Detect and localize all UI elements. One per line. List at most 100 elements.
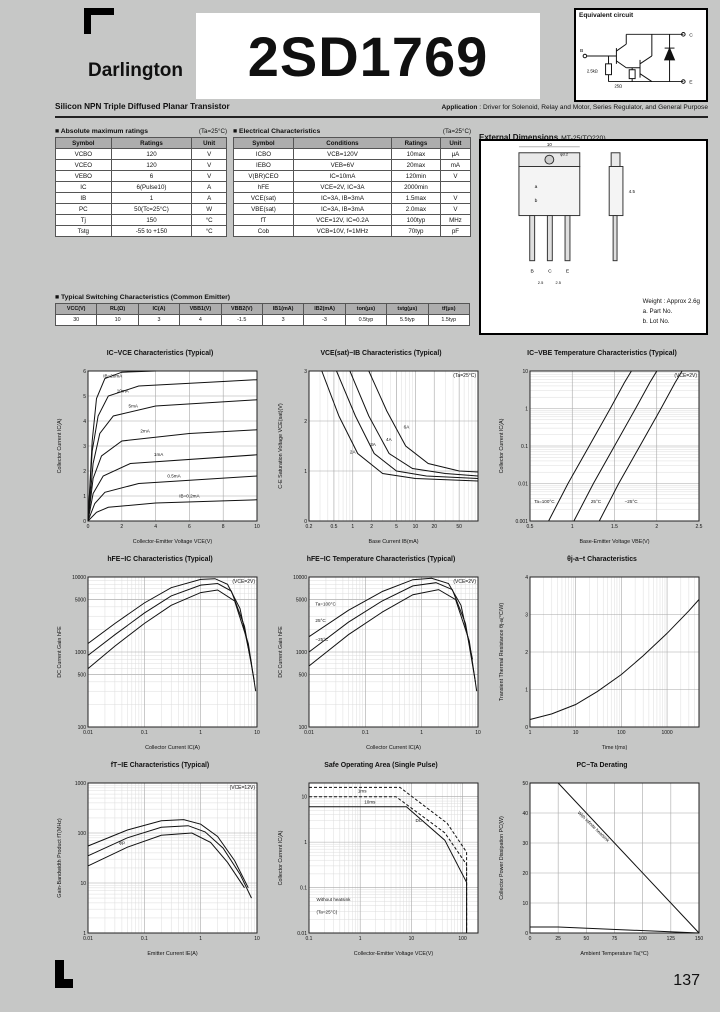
svg-text:1: 1 <box>304 840 307 846</box>
package-notes: Weight : Approx 2.6g a. Part No. b. Lot … <box>643 297 700 327</box>
cell: IC=3A, IB=3mA <box>292 192 393 204</box>
table-header-row: Symbol Conditions Ratings Unit <box>233 137 472 149</box>
col-header: VCC(V) <box>54 303 98 315</box>
cell: A <box>191 181 227 193</box>
svg-text:5: 5 <box>83 394 86 400</box>
cell: 6 <box>110 170 193 182</box>
svg-text:6: 6 <box>188 524 191 530</box>
table-row: VCBO 120 V <box>55 148 227 160</box>
svg-text:5mA: 5mA <box>129 403 139 408</box>
svg-text:2: 2 <box>525 650 528 656</box>
svg-text:1: 1 <box>83 494 86 500</box>
package-weight: Weight : Approx 2.6g <box>642 298 700 306</box>
svg-text:1: 1 <box>359 936 362 942</box>
svg-text:1.5: 1.5 <box>611 524 618 530</box>
table-row: Tstg -55 to +150 °C <box>55 225 227 237</box>
cell: V <box>191 148 227 160</box>
dim-hole-label: φ3.2 <box>560 152 568 157</box>
series-label: Darlington <box>88 60 183 81</box>
svg-text:C-E Saturation Voltage VCE(sat: C-E Saturation Voltage VCE(sat)(V) <box>278 403 284 489</box>
cell: 100typ <box>391 214 441 226</box>
chart-hfe-ic-temperature: hFE−IC Temperature Characteristics (Typi… <box>271 556 491 754</box>
table-row: hFE VCE=2V, IC=3A 2000min <box>233 181 472 193</box>
cell: PC <box>55 203 112 215</box>
svg-text:Without heatsink: Without heatsink <box>316 897 351 902</box>
svg-text:40: 40 <box>522 811 528 817</box>
cell: fT <box>233 214 294 226</box>
cell: 30 <box>54 314 98 326</box>
package-note-a: a. Part No. <box>642 308 673 316</box>
chart-title: Safe Operating Area (Single Pulse) <box>324 762 438 769</box>
svg-text:1: 1 <box>529 730 532 736</box>
svg-text:0.01: 0.01 <box>518 481 528 487</box>
elec-title: ■ Electrical Characteristics <box>233 128 321 135</box>
svg-text:DC: DC <box>415 818 422 823</box>
svg-text:Emitter Current IE(A): Emitter Current IE(A) <box>147 951 198 957</box>
svg-text:1: 1 <box>351 524 354 530</box>
chart-ft-ie: fT−IE Characteristics (Typical) 0.01 0.1 1… <box>50 762 270 960</box>
svg-text:8: 8 <box>222 524 225 530</box>
cell: V <box>191 170 227 182</box>
svg-text:1: 1 <box>304 469 307 475</box>
cell: V <box>191 159 227 171</box>
cell: 2000min <box>391 181 441 193</box>
cell: IC <box>55 181 112 193</box>
chart-canvas: 1 10 100 1000 0 1 2 3 4 Time t(ms) Transient Therm… <box>496 568 708 752</box>
col-header: Ratings <box>110 137 193 149</box>
cell: 0.5typ <box>344 314 388 326</box>
svg-text:4: 4 <box>525 575 528 581</box>
part-number: 2SD1769 <box>247 24 489 88</box>
col-header: tf(μs) <box>427 303 471 315</box>
svg-text:Base-Emitter Voltage VBE(V): Base-Emitter Voltage VBE(V) <box>579 539 649 545</box>
cell: hFE <box>233 181 294 193</box>
table-row: Cob VCB=10V, f=1MHz 70typ pF <box>233 225 472 237</box>
svg-text:Transient Thermal Resistance θ: Transient Thermal Resistance θj-a(°C/W) <box>499 603 505 702</box>
svg-text:Ambient Temperature Ta(°C): Ambient Temperature Ta(°C) <box>580 951 648 957</box>
svg-text:10: 10 <box>80 881 86 887</box>
svg-text:1: 1 <box>83 931 86 937</box>
svg-text:0: 0 <box>87 524 90 530</box>
svg-text:Collector Power Dissipation PC: Collector Power Dissipation PC(W) <box>499 816 505 900</box>
chart-ic-vce: IC−VCE Characteristics (Typical) 0 2 4 6 8 10… <box>50 350 270 548</box>
chart-canvas: 0 2 4 6 8 10 0 1 2 3 4 5 6 IB=20mA 10mA 5mA 2mA 1mA 0.5mA I… <box>54 362 266 546</box>
electrical-characteristics-section: ■ Electrical Characteristics (Ta=25°C) S… <box>233 128 472 237</box>
chart-hfe-ic: hFE−IC Characteristics (Typical) 0.01 0.1… <box>50 556 270 754</box>
cell: Cob <box>233 225 294 237</box>
svg-text:10: 10 <box>522 369 528 375</box>
svg-text:1000: 1000 <box>75 781 86 787</box>
cell: 150 <box>110 214 193 226</box>
cell: 70typ <box>391 225 441 237</box>
pin-e-label: E <box>566 268 570 274</box>
table-header-row: VCC(V) RL(Ω) IC(A) VBB1(V) VBB2(V) IB1(mA) IB2… <box>54 303 471 315</box>
cell: VCE=12V, IC=0.2A <box>292 214 393 226</box>
svg-text:10000: 10000 <box>72 575 86 581</box>
electrical-characteristics-table: Symbol Conditions Ratings Unit ICBO VCB=120V… <box>233 137 472 237</box>
cell: 120 <box>110 159 193 171</box>
elec-condition: (Ta=25°C) <box>442 128 471 135</box>
svg-text:4A: 4A <box>386 437 393 442</box>
svg-text:3A: 3A <box>370 442 377 447</box>
pin-c-label: C <box>548 268 552 274</box>
cell: IC=10mA <box>292 170 393 182</box>
svg-text:0.5: 0.5 <box>527 524 534 530</box>
cell: V <box>439 192 472 204</box>
chart-safe-operating-area: Safe Operating Area (Single Pulse) 0.1 1 1… <box>271 762 491 960</box>
cell: μA <box>439 148 472 160</box>
svg-text:0: 0 <box>525 725 528 731</box>
svg-text:Gain-Bandwidth Product fT(MHz): Gain-Bandwidth Product fT(MHz) <box>57 818 63 898</box>
terminal-c-label: C <box>689 32 693 38</box>
svg-text:4: 4 <box>83 419 86 425</box>
table-row: VEBO 6 V <box>55 170 227 182</box>
cell: 4 <box>179 314 222 326</box>
svg-text:500: 500 <box>78 672 87 678</box>
table-row: 30 10 3 4 -1.5 3 -3 0.5typ 5.5typ 1.5typ <box>54 314 471 326</box>
svg-text:10: 10 <box>409 936 415 942</box>
svg-text:10: 10 <box>475 730 481 736</box>
svg-text:0: 0 <box>525 931 528 937</box>
chart-canvas: 0.01 0.1 1 10 100 500 1000 5000 10000 (VCE=2V) Col… <box>54 568 266 752</box>
chart-plot: 0.01 0.1 1 10 100 500 1000 5000 10000 (VCE=2V) Col… <box>57 575 260 751</box>
part-number-box: 2SD1769 <box>196 13 540 99</box>
svg-text:(VCE=2V): (VCE=2V) <box>453 579 476 585</box>
svg-text:5000: 5000 <box>296 597 307 603</box>
svg-text:(VCE=2V): (VCE=2V) <box>674 373 697 379</box>
